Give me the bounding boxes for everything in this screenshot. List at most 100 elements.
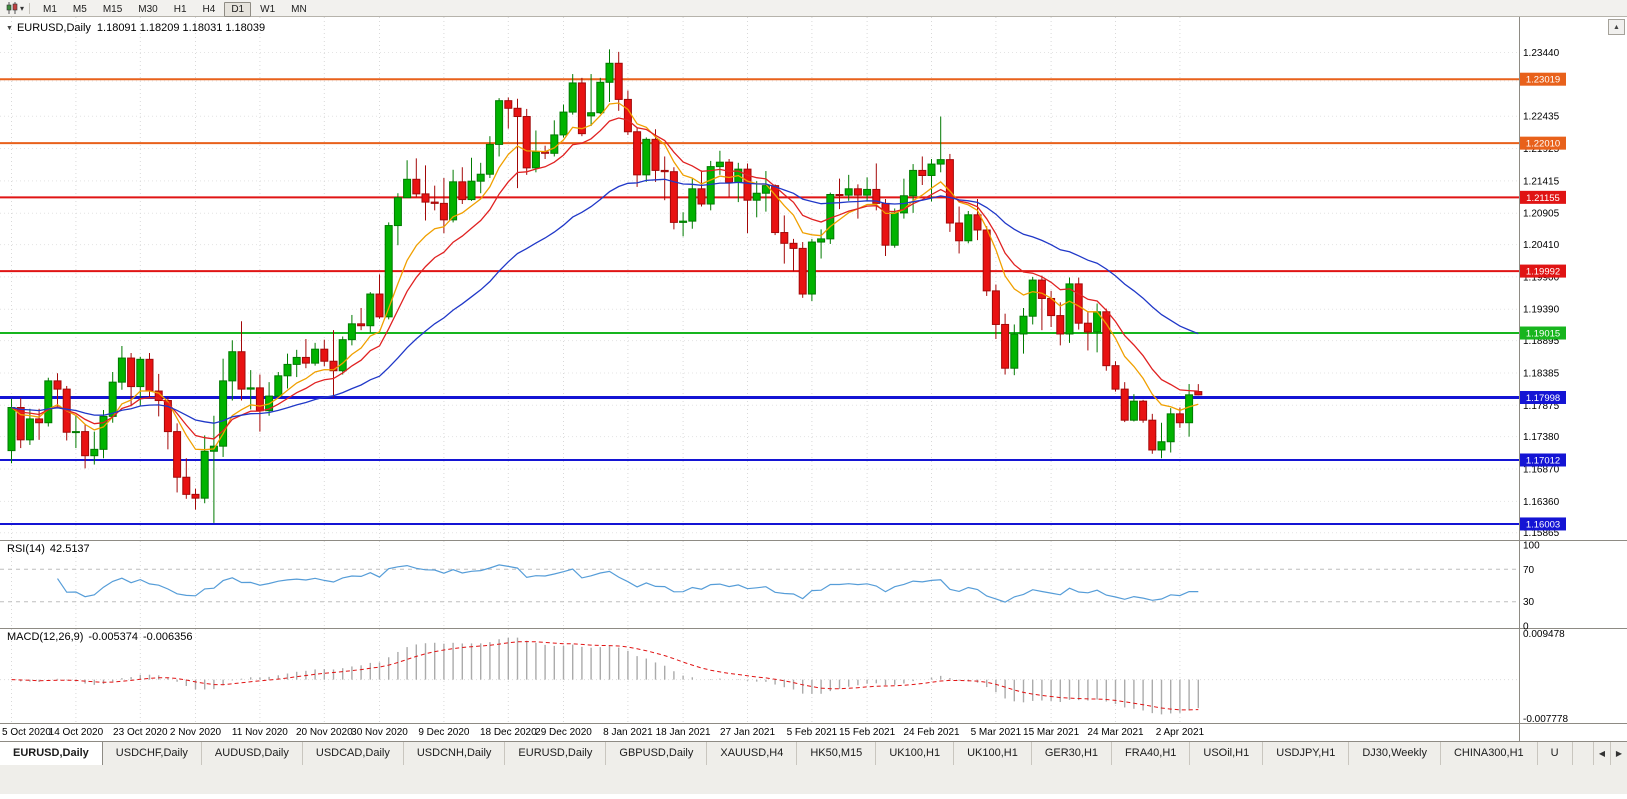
candle-body [955,222,964,242]
timeframe-button-m1[interactable]: M1 [43,4,57,15]
macd-tick-label: 0.009478 [1523,629,1565,640]
chart-tabs: EURUSD,Daily USDCHF,Daily AUDUSD,Daily USDC… [0,742,1573,765]
date-tick-label: 15 Feb 2021 [839,727,896,738]
ma-line-13 [11,117,1199,440]
candle-body [1111,365,1120,390]
candle-body [780,232,789,244]
rsi-indicator-name: RSI(14) [7,543,45,555]
chart-tab[interactable]: UK100,H1 [954,742,1032,765]
chart-tab[interactable]: UK100,H1 [876,742,955,765]
date-tick-label: 5 Mar 2021 [971,727,1022,738]
rsi-label: RSI(14) 42.5137 [7,543,90,555]
candle-body [412,178,421,195]
candle-body [25,418,34,441]
candle-body [559,111,568,136]
chart-tab[interactable]: XAUUSD,H4 [707,742,798,765]
timeframe-button-w1[interactable]: W1 [260,4,276,15]
price-line-badge [1520,72,1566,86]
price-line-badge-label: 1.22010 [1526,139,1560,150]
price-line-badge [1520,190,1566,204]
timeframe-button-mn[interactable]: MN [291,4,307,15]
candle-body [688,188,697,222]
chart-tab[interactable]: FRA40,H1 [1112,742,1191,765]
date-tick-label: 5 Feb 2021 [787,727,838,738]
candle-body [642,138,651,176]
chart-tab[interactable]: USDCNH,Daily [404,742,506,765]
timeframe-button-h1[interactable]: H1 [173,4,187,15]
candle-body [1102,311,1111,367]
price-tick-label: 1.17875 [1523,401,1560,412]
candle-body [292,356,301,365]
chart-tab[interactable]: USDJPY,H1 [1263,742,1350,765]
price-line-badge [1520,264,1566,278]
chart-tab[interactable]: U [1538,742,1573,765]
pane-separators [0,17,1627,741]
candle-body [384,225,393,318]
candles [7,49,1203,523]
candle-body [835,194,844,197]
candle-body [467,180,476,201]
candle-body [798,247,807,295]
candle-body [1083,322,1092,333]
candle-body [44,380,53,424]
rsi-tick-label: 30 [1523,597,1535,608]
chart-tab[interactable]: AUDUSD,Daily [202,742,303,765]
candle-body [863,188,872,196]
candle-body [844,188,853,196]
timeframe-button-m15[interactable]: M15 [102,4,123,15]
chart-tab[interactable]: GER30,H1 [1032,742,1113,765]
candle-body [522,116,531,169]
candle-body [853,188,862,196]
candle-body [421,193,430,203]
chart-tab[interactable]: USOil,H1 [1190,742,1264,765]
chart-tabs-bar: EURUSD,Daily USDCHF,Daily AUDUSD,Daily USDC… [0,741,1627,765]
timeframe-buttons: M1 M5 M15 M30 H1 H4 D1 W1 MN [35,0,315,17]
chart-tab[interactable]: EURUSD,Daily [505,742,607,765]
candle-body [1001,323,1010,369]
candle-body [108,381,117,417]
candle-body [16,407,25,441]
candle-body [127,357,136,388]
date-tick-label: 5 Oct 2020 [2,727,51,738]
chart-type-icon[interactable] [4,2,20,15]
candle-body [1185,394,1194,424]
price-line-badge-label: 1.23019 [1526,75,1560,86]
candle-body [982,229,991,292]
tab-scroll-arrows: ◀ ▶ [1593,742,1627,765]
chart-scroll-up-button[interactable]: ▲ [1608,19,1625,35]
candle-body [393,197,402,227]
price-line-badge [1520,136,1566,150]
chart-tab[interactable]: USDCHF,Daily [103,742,202,765]
chart-tab[interactable]: HK50,M15 [797,742,877,765]
candle-body [163,400,172,433]
date-tick-label: 23 Oct 2020 [113,727,168,738]
chart-tab[interactable]: EURUSD,Daily [0,742,103,765]
timeframe-button-d1[interactable]: D1 [224,2,252,17]
candle-body [439,202,448,221]
timeframe-button-m5[interactable]: M5 [72,4,87,15]
tabs-scroll-right-icon[interactable]: ▶ [1610,742,1627,765]
date-tick-label: 2 Apr 2021 [1156,727,1205,738]
chart-type-dropdown-icon[interactable]: ▾ [20,3,25,13]
candle-body [274,375,283,397]
chart-tab[interactable]: USDCAD,Daily [303,742,404,765]
chart-tab[interactable]: DJ30,Weekly [1349,742,1441,765]
candle-body [761,185,770,194]
price-line-badge-label: 1.19015 [1526,329,1560,340]
candle-body [200,450,209,499]
candle-body [283,363,292,377]
chart-tab[interactable]: CHINA300,H1 [1441,742,1538,765]
timeframe-button-h4[interactable]: H4 [202,4,216,15]
price-tick-label: 1.19900 [1523,272,1560,283]
candle-body [660,169,669,173]
chart-tab[interactable]: GBPUSD,Daily [606,742,708,765]
candle-body [909,169,918,197]
tabs-scroll-left-icon[interactable]: ◀ [1593,742,1610,765]
timeframe-button-m30[interactable]: M30 [138,4,158,15]
candle-body [329,360,338,372]
date-tick-label: 15 Mar 2021 [1023,727,1080,738]
price-axis[interactable]: 1.234401.229901.224351.219251.214151.209… [1520,48,1568,725]
candle-body [1175,413,1184,424]
